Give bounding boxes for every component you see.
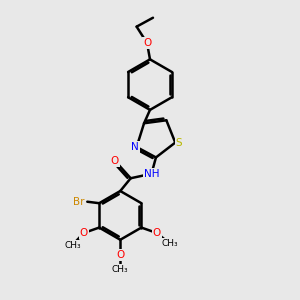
Text: CH₃: CH₃ [161,239,178,248]
Text: O: O [153,228,161,238]
Text: CH₃: CH₃ [65,241,82,250]
Text: CH₃: CH₃ [112,265,129,274]
Text: O: O [80,228,88,238]
Text: O: O [111,156,119,166]
Text: S: S [176,138,182,148]
Text: Br: Br [73,197,84,207]
Text: NH: NH [144,169,159,179]
Text: N: N [131,142,139,152]
Text: O: O [116,250,124,260]
Text: O: O [143,38,151,48]
